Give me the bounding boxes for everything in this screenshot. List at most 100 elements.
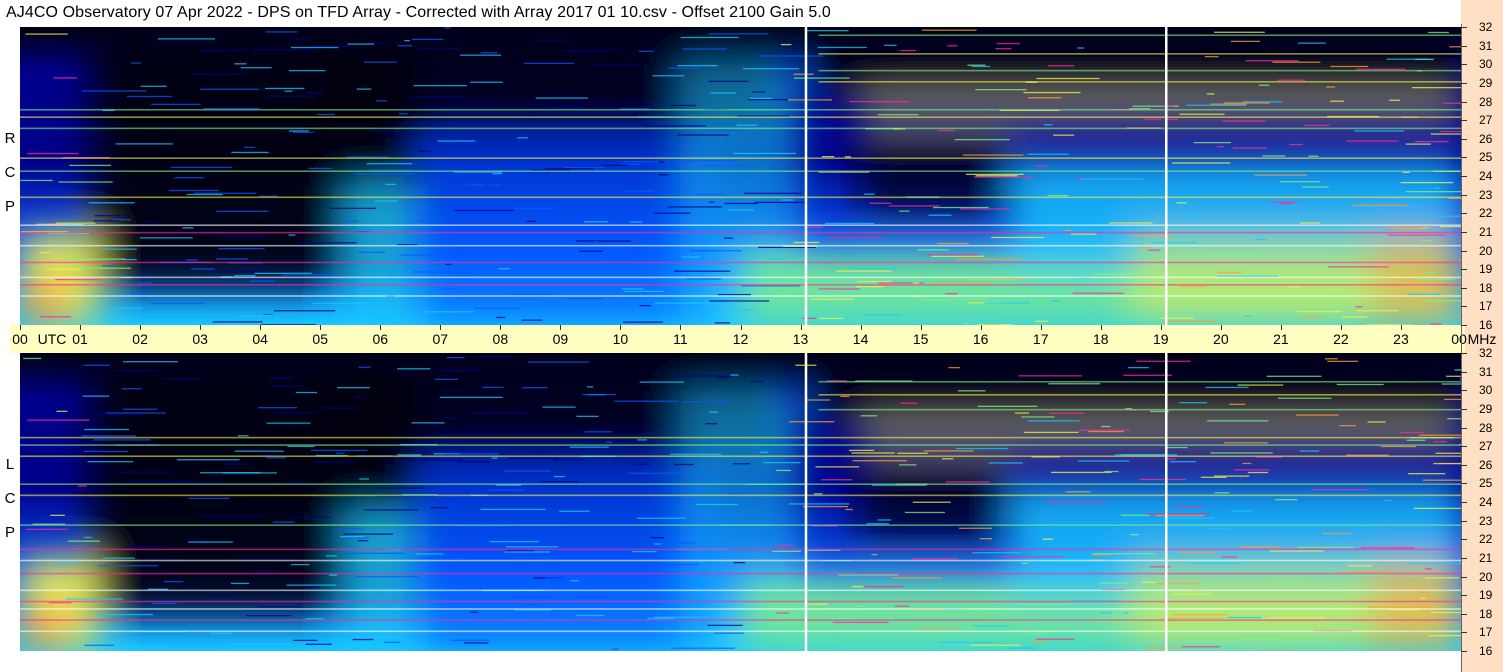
frequency-tick-label: 29 xyxy=(1479,401,1493,416)
utc-tick xyxy=(740,325,742,330)
interference-line xyxy=(20,548,1461,551)
vertical-marker-line xyxy=(1164,27,1168,325)
frequency-tick xyxy=(1461,520,1467,522)
frequency-tick-label: 26 xyxy=(1479,131,1493,146)
rcp-spectrogram xyxy=(20,27,1461,325)
utc-tick xyxy=(1220,325,1222,330)
polarization-letter: P xyxy=(4,524,15,541)
frequency-tick-label: 21 xyxy=(1479,550,1493,565)
frequency-tick xyxy=(1461,651,1467,652)
lcp-spectrogram xyxy=(20,353,1461,651)
polarization-letter: P xyxy=(4,198,15,215)
polarization-letter: C xyxy=(4,164,16,181)
frequency-tick xyxy=(1461,213,1467,215)
frequency-unit-label: MHz xyxy=(1467,331,1497,347)
utc-time-axis xyxy=(10,325,1465,353)
interference-line xyxy=(20,170,1461,173)
frequency-tick xyxy=(1461,390,1467,392)
utc-axis-label: UTC xyxy=(37,331,67,347)
frequency-tick-label: 18 xyxy=(1479,280,1493,295)
utc-tick-label: 23 xyxy=(1393,331,1409,347)
page-title: AJ4CO Observatory 07 Apr 2022 - DPS on T… xyxy=(6,4,831,21)
utc-tick xyxy=(1280,325,1282,330)
lcp-interference-lines xyxy=(20,380,1461,633)
frequency-tick xyxy=(1461,138,1467,140)
utc-tick-label: 10 xyxy=(612,331,629,347)
interference-line xyxy=(20,108,1461,111)
frequency-tick-label: 20 xyxy=(1479,569,1493,584)
frequency-tick-label: 28 xyxy=(1479,420,1493,435)
vertical-marker-line xyxy=(1164,353,1168,651)
utc-tick xyxy=(1400,325,1402,330)
frequency-tick xyxy=(1461,632,1467,634)
frequency-tick xyxy=(1461,539,1467,541)
interference-line xyxy=(20,196,1461,199)
frequency-tick-label: 27 xyxy=(1479,113,1493,128)
frequency-tick xyxy=(1461,120,1467,122)
frequency-tick-label: 20 xyxy=(1479,243,1493,258)
interference-line xyxy=(20,589,1461,592)
interference-line xyxy=(818,380,1461,383)
frequency-tick xyxy=(1461,427,1467,429)
frequency-tick-label: 25 xyxy=(1479,476,1493,491)
utc-tick-label: 07 xyxy=(432,331,449,347)
frequency-tick-label: 31 xyxy=(1479,364,1493,379)
interference-line xyxy=(20,494,1461,497)
utc-tick xyxy=(860,325,862,330)
interference-line xyxy=(20,276,1461,279)
frequency-tick-label: 29 xyxy=(1479,75,1493,90)
frequency-tick-label: 32 xyxy=(1479,346,1493,360)
frequency-tick xyxy=(1461,371,1467,373)
frequency-tick-label: 24 xyxy=(1479,169,1493,183)
frequency-tick-label: 30 xyxy=(1479,57,1493,72)
frequency-tick-label: 17 xyxy=(1479,625,1493,640)
frequency-tick xyxy=(1461,64,1467,66)
interference-line xyxy=(20,261,1461,264)
interference-line xyxy=(818,53,1461,55)
utc-tick xyxy=(800,325,802,330)
utc-tick xyxy=(560,325,562,330)
utc-tick-label: 18 xyxy=(1092,331,1109,347)
frequency-tick xyxy=(1461,194,1467,196)
utc-tick-label: 19 xyxy=(1152,331,1169,347)
utc-tick xyxy=(440,325,442,330)
frequency-axis-strip xyxy=(1461,0,1503,672)
interference-line xyxy=(20,608,1461,610)
frequency-tick-label: 26 xyxy=(1479,457,1493,472)
utc-tick xyxy=(500,325,502,330)
frequency-tick xyxy=(1461,27,1467,28)
utc-tick-label: 00 xyxy=(12,331,28,347)
utc-tick xyxy=(980,325,982,330)
frequency-tick xyxy=(1461,464,1467,466)
interference-line xyxy=(818,34,1461,37)
utc-tick-label: 11 xyxy=(673,331,688,347)
utc-tick-label: 13 xyxy=(792,331,809,347)
interference-line xyxy=(20,572,1461,575)
utc-tick xyxy=(380,325,382,330)
utc-tick xyxy=(620,325,622,330)
frequency-tick-label: 25 xyxy=(1479,150,1493,165)
frequency-tick-label: 17 xyxy=(1479,299,1493,314)
frequency-tick xyxy=(1461,325,1467,326)
utc-tick xyxy=(1100,325,1102,330)
frequency-tick-label: 22 xyxy=(1479,532,1493,547)
frequency-tick xyxy=(1461,557,1467,559)
polarization-letter: R xyxy=(4,130,16,147)
interference-line xyxy=(818,69,1461,72)
interference-line xyxy=(20,127,1461,130)
interference-line xyxy=(20,116,1461,118)
utc-tick-label: 04 xyxy=(252,331,268,347)
frequency-tick xyxy=(1461,408,1467,410)
polarization-letter: L xyxy=(5,456,15,473)
utc-tick-label: 22 xyxy=(1333,331,1349,347)
utc-tick-label: 01 xyxy=(72,331,88,347)
utc-tick xyxy=(260,325,262,330)
frequency-tick-label: 31 xyxy=(1479,38,1493,53)
frequency-tick xyxy=(1461,446,1467,448)
interference-line xyxy=(20,483,1461,485)
utc-tick-label: 20 xyxy=(1213,331,1229,347)
interference-line xyxy=(20,630,1461,633)
utc-tick-label: 02 xyxy=(132,331,148,347)
lcp-spectrogram-svg xyxy=(20,353,1461,651)
frequency-tick xyxy=(1461,231,1467,233)
